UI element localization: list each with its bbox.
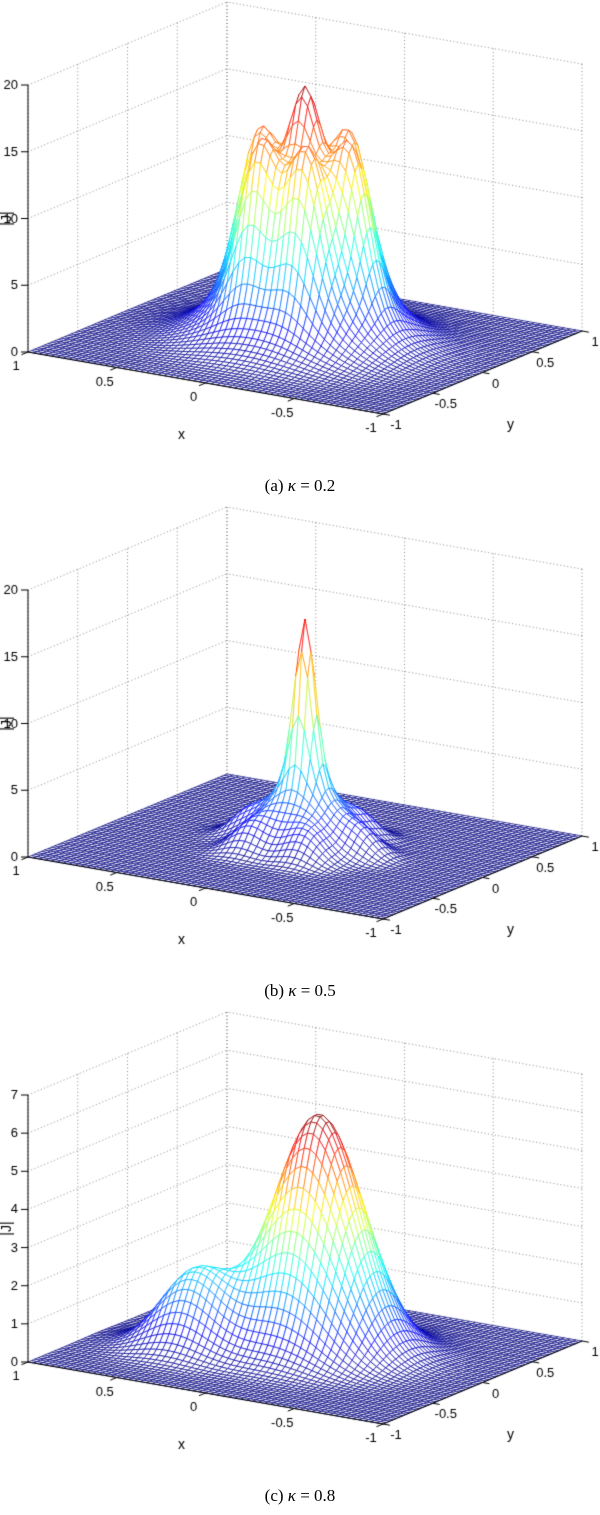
caption-c-value: = 0.8 <box>295 1486 336 1505</box>
surface-canvas-a <box>0 0 600 473</box>
mesh-plot-a: (a) κ = 0.2 <box>0 0 600 505</box>
caption-c-label: (c) <box>264 1486 288 1505</box>
caption-a: (a) κ = 0.2 <box>0 473 600 505</box>
mesh-plot-c: (c) κ = 0.8 <box>0 1010 600 1515</box>
caption-a-value: = 0.2 <box>295 476 336 495</box>
caption-b-label: (b) <box>264 981 289 1000</box>
caption-b: (b) κ = 0.5 <box>0 978 600 1010</box>
mesh-plot-b: (b) κ = 0.5 <box>0 505 600 1010</box>
caption-c: (c) κ = 0.8 <box>0 1483 600 1515</box>
caption-b-value: = 0.5 <box>296 981 336 1000</box>
surface-canvas-b <box>0 505 600 978</box>
caption-a-label: (a) <box>264 476 288 495</box>
caption-c-kappa: κ <box>287 1486 296 1505</box>
caption-a-kappa: κ <box>287 476 296 495</box>
surface-canvas-c <box>0 1010 600 1483</box>
caption-b-kappa: κ <box>288 981 297 1000</box>
